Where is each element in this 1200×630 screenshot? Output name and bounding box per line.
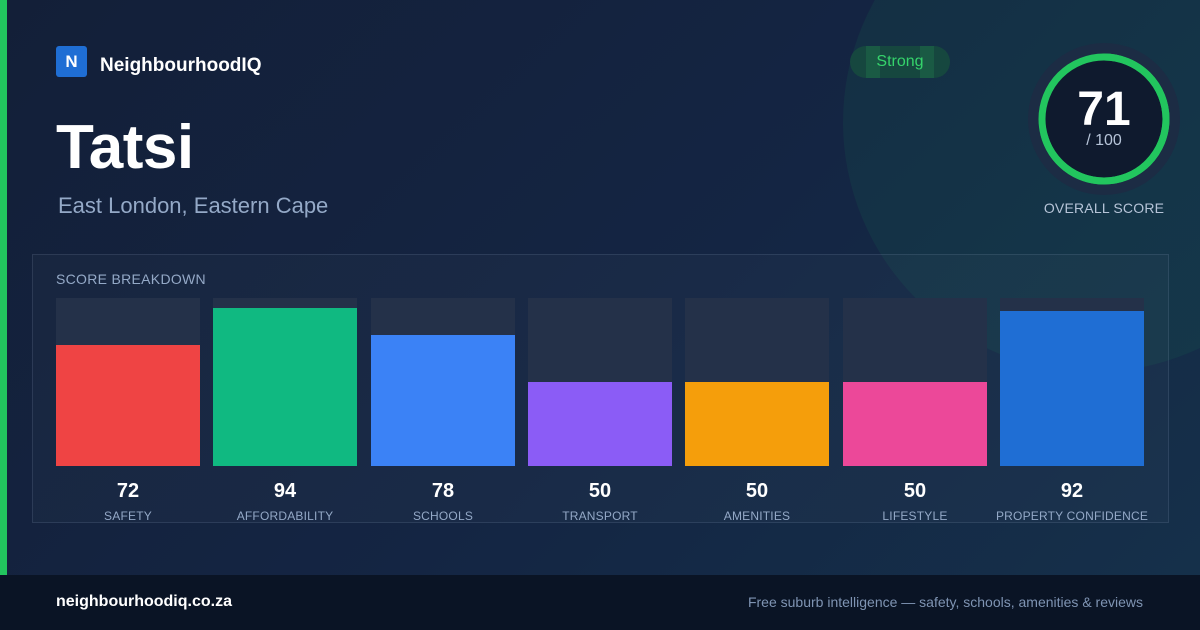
bar — [371, 335, 515, 466]
bar-group-affordability: 94 AFFORDABILITY — [213, 298, 357, 523]
overall-score-caption: OVERALL SCORE — [1043, 200, 1165, 216]
bar-track — [1000, 298, 1144, 466]
bar-group-safety: 72 SAFETY — [56, 298, 200, 523]
bar-category-label: TRANSPORT — [562, 509, 638, 523]
bar-track — [56, 298, 200, 466]
rating-badge: Strong — [850, 46, 950, 78]
bar-group-amenities: 50 AMENITIES — [685, 298, 829, 523]
bar-group-property-confidence: 92 PROPERTY CONFIDENCE — [996, 298, 1148, 523]
bar-track — [213, 298, 357, 466]
score-breakdown-title: SCORE BREAKDOWN — [56, 271, 206, 287]
bar-group-transport: 50 TRANSPORT — [528, 298, 672, 523]
overall-score-value: 71 — [1077, 83, 1131, 136]
brand-name: NeighbourhoodIQ — [100, 55, 262, 76]
footer-domain: neighbourhoodiq.co.za — [56, 593, 232, 610]
bar-category-label: AFFORDABILITY — [236, 509, 334, 523]
bar — [528, 382, 672, 466]
bar-category-label: LIFESTYLE — [882, 509, 948, 523]
bar — [56, 345, 200, 466]
suburb-title: Tatsi — [56, 113, 194, 182]
bar-track — [371, 298, 515, 466]
score-ring-progress — [1038, 53, 1170, 185]
bar-category-label: AMENITIES — [723, 509, 791, 523]
bar-value-label: 94 — [273, 480, 297, 502]
accent-bar — [0, 0, 7, 575]
hero-card: N NeighbourhoodIQ Tatsi East London, Eas… — [0, 0, 1200, 575]
rating-badge-label: Strong — [876, 53, 924, 70]
bar-group-schools: 78 SCHOOLS — [371, 298, 515, 523]
brand-logo-icon: N — [56, 46, 87, 77]
bar-value-label: 78 — [431, 480, 455, 502]
bar-value-label: 92 — [1060, 480, 1084, 502]
bar — [685, 382, 829, 466]
bar-value-label: 72 — [116, 480, 140, 502]
bar-track — [685, 298, 829, 466]
bar-track — [528, 298, 672, 466]
footer-tagline: Free suburb intelligence — safety, schoo… — [747, 594, 1143, 610]
bar-value-label: 50 — [903, 480, 927, 502]
suburb-location: East London, Eastern Cape — [58, 193, 329, 218]
footer: neighbourhoodiq.co.za Free suburb intell… — [0, 575, 1200, 630]
bar-track — [843, 298, 987, 466]
overall-score-max: / 100 — [1086, 132, 1122, 149]
bar-category-label: SAFETY — [104, 509, 152, 523]
bar-category-label: PROPERTY CONFIDENCE — [995, 509, 1149, 523]
bar-value-label: 50 — [588, 480, 612, 502]
bar-value-label: 50 — [745, 480, 769, 502]
bar — [843, 382, 987, 466]
bar — [1000, 311, 1144, 466]
score-ring-inner — [1042, 57, 1166, 181]
overall-score-ring — [1028, 43, 1180, 195]
score-breakdown-panel — [32, 254, 1169, 523]
bar — [213, 308, 357, 466]
bar-group-lifestyle: 50 LIFESTYLE — [843, 298, 987, 523]
bar-category-label: SCHOOLS — [412, 509, 474, 523]
